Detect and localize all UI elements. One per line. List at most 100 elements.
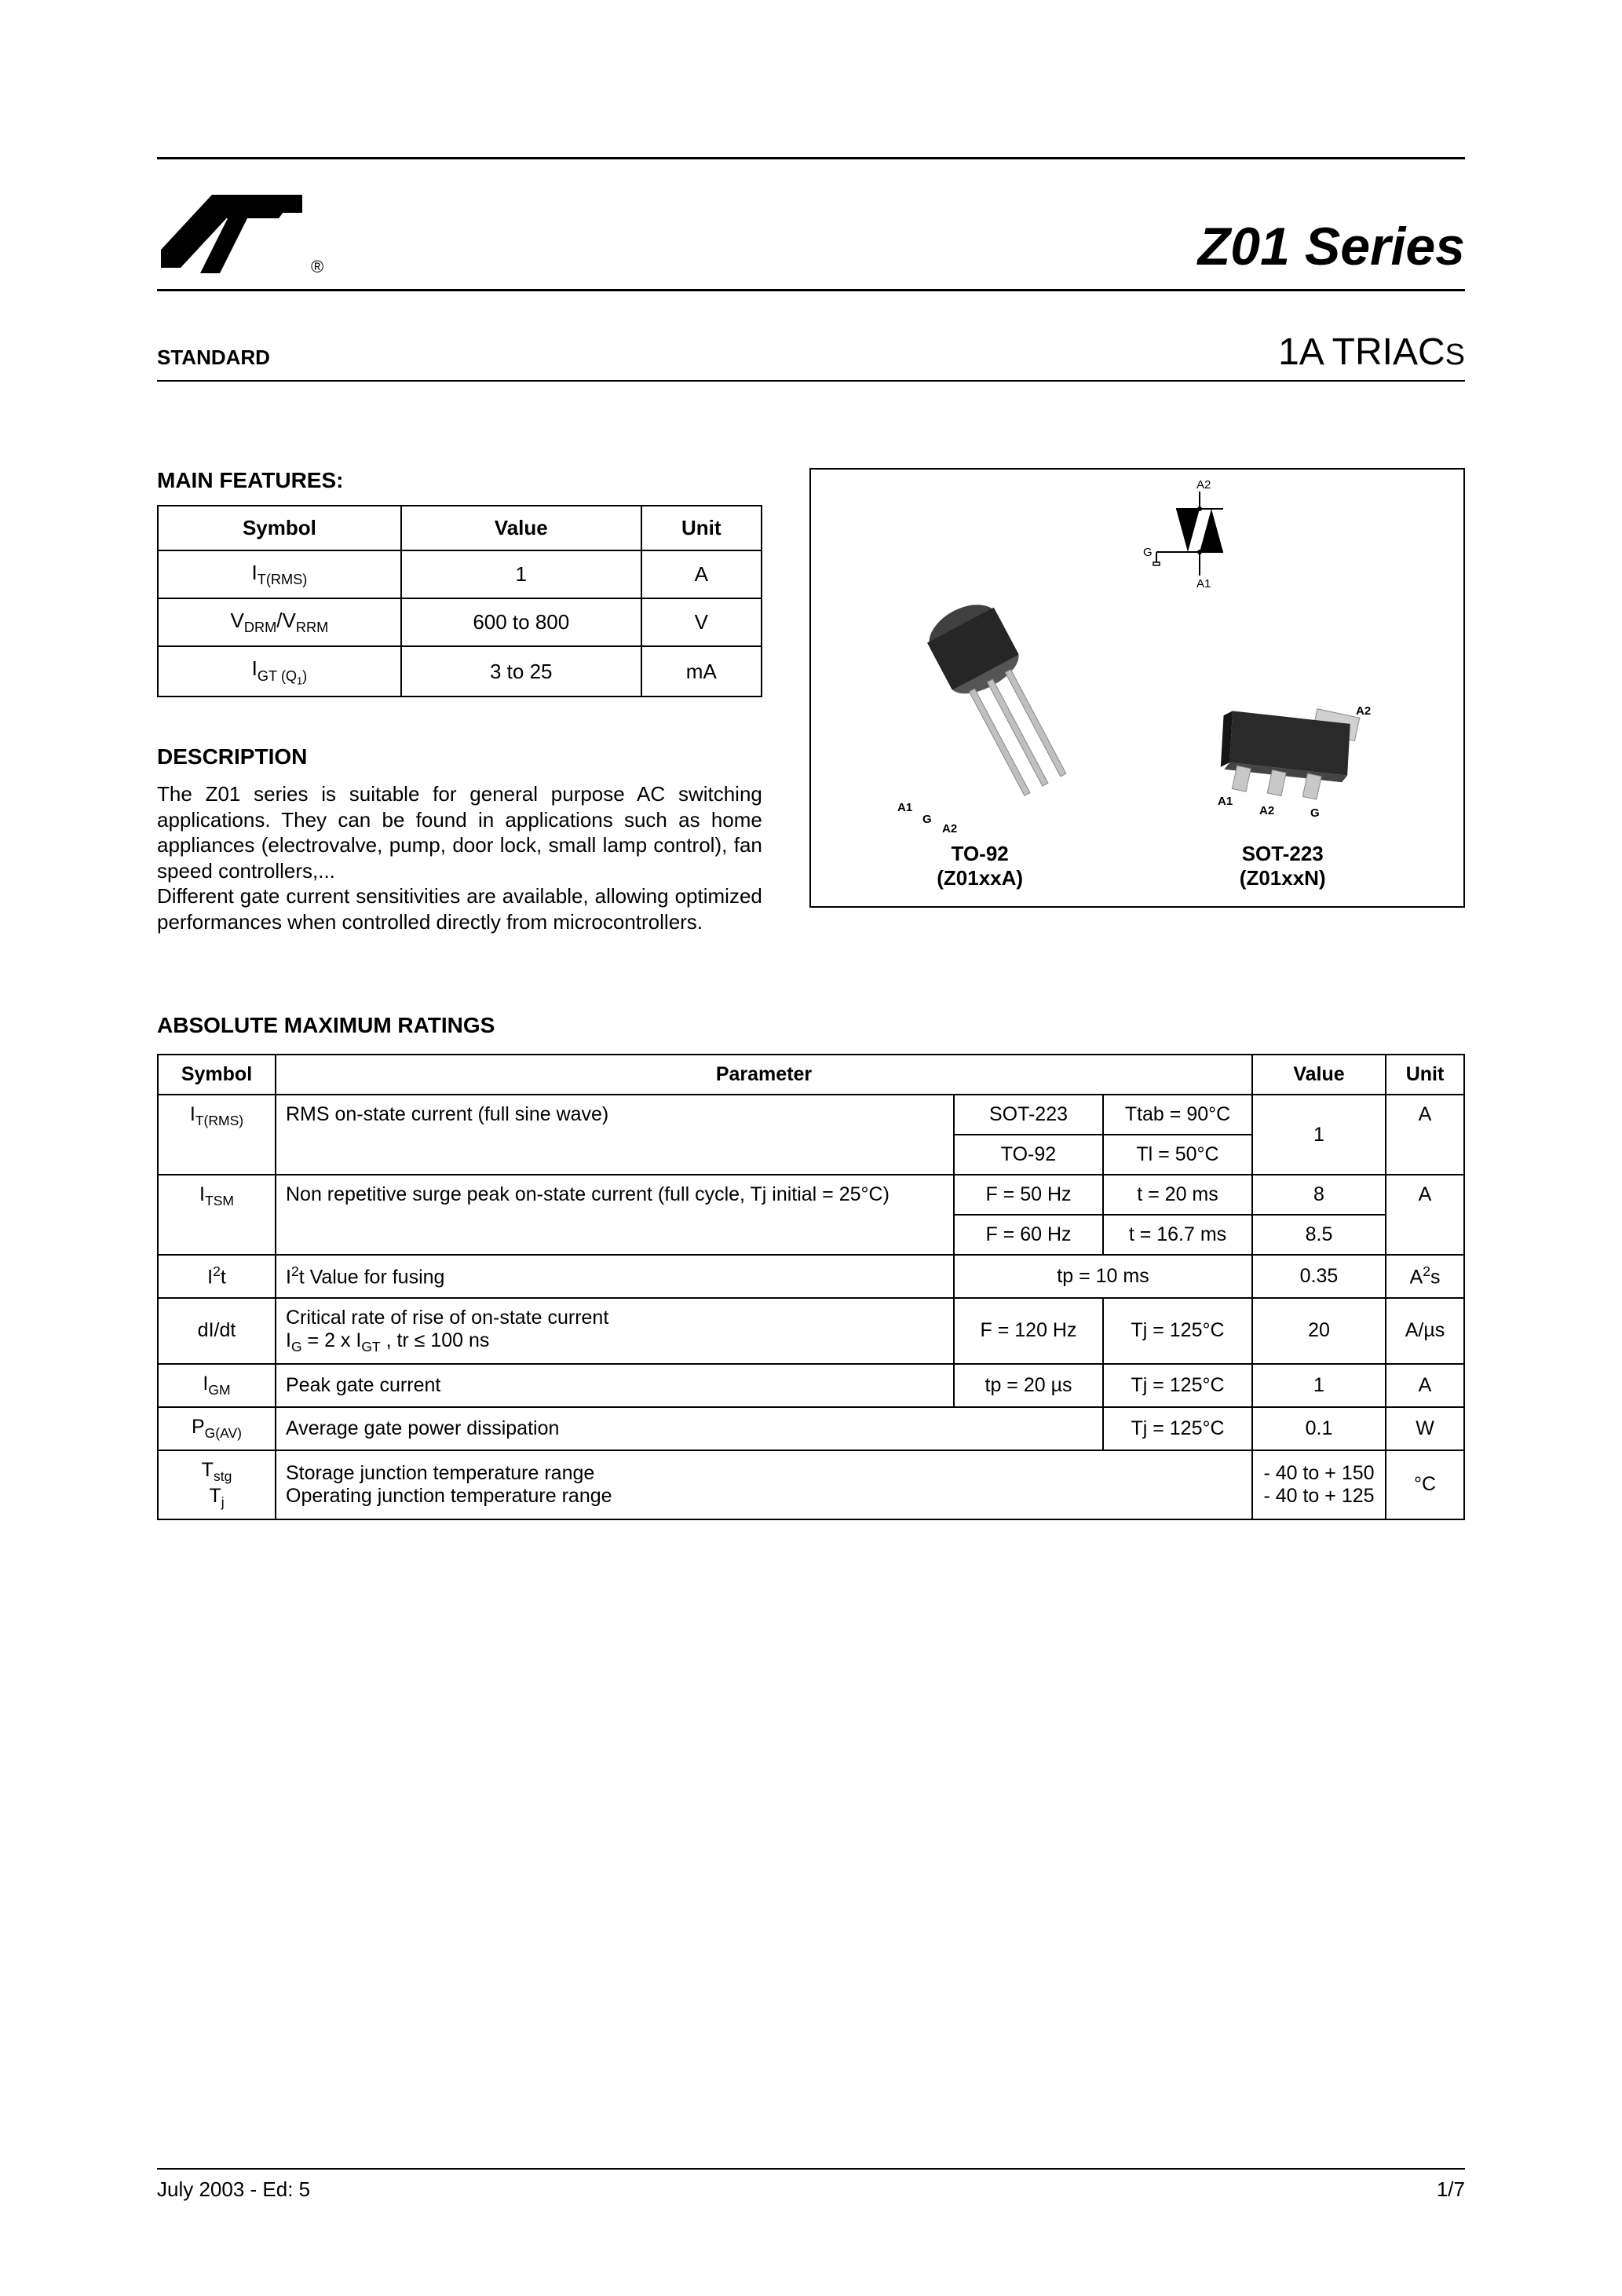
ratings-cell: 1 xyxy=(1252,1364,1386,1407)
sot223-icon: A2 A1 A2 G xyxy=(1185,679,1381,836)
ratings-cell: IGM xyxy=(158,1364,276,1407)
header: ® Z01 Series xyxy=(157,183,1465,277)
ratings-cell: Non repetitive surge peak on-state curre… xyxy=(276,1175,954,1255)
sot223-name: SOT-223 xyxy=(1185,842,1381,866)
feat-cell: 1 xyxy=(401,550,641,598)
ratings-cell: t = 16.7 ms xyxy=(1103,1215,1252,1255)
feat-cell: IT(RMS) xyxy=(158,550,401,598)
st-logo: ® xyxy=(157,183,323,277)
ratings-cell: dI/dt xyxy=(158,1298,276,1364)
ratings-cell: A xyxy=(1386,1095,1464,1175)
ratings-cell: Peak gate current xyxy=(276,1364,954,1407)
standard-label: STANDARD xyxy=(157,345,270,370)
svg-text:G: G xyxy=(1310,806,1320,820)
ratings-cell: A2s xyxy=(1386,1255,1464,1297)
ratings-cell: ITSM xyxy=(158,1175,276,1255)
right-column: A2 A1 G xyxy=(809,468,1465,934)
ratings-section: ABSOLUTE MAXIMUM RATINGS Symbol Paramete… xyxy=(157,1013,1465,1519)
subheader-rule xyxy=(157,380,1465,382)
ratings-col-unit: Unit xyxy=(1386,1055,1464,1095)
ratings-cell: PG(AV) xyxy=(158,1407,276,1450)
ratings-table: Symbol Parameter Value Unit IT(RMS) RMS … xyxy=(157,1054,1465,1519)
ratings-cell: t = 20 ms xyxy=(1103,1175,1252,1215)
ratings-cell: °C xyxy=(1386,1450,1464,1519)
left-column: MAIN FEATURES: Symbol Value Unit IT(RMS)… xyxy=(157,468,762,934)
feat-col-value: Value xyxy=(401,506,641,550)
package-to92: A1 G A2 TO-92 (Z01xxA) xyxy=(893,577,1066,890)
ratings-cell: - 40 to + 150- 40 to + 125 xyxy=(1252,1450,1386,1519)
ratings-col-parameter: Parameter xyxy=(276,1055,1252,1095)
ratings-cell: A xyxy=(1386,1364,1464,1407)
top-columns: MAIN FEATURES: Symbol Value Unit IT(RMS)… xyxy=(157,468,1465,934)
ratings-cell: TstgTj xyxy=(158,1450,276,1519)
feat-cell: mA xyxy=(641,646,762,696)
st-logo-icon xyxy=(157,183,306,277)
ratings-cell: IT(RMS) xyxy=(158,1095,276,1175)
header-rule xyxy=(157,289,1465,291)
ratings-cell: Ttab = 90°C xyxy=(1103,1095,1252,1135)
ratings-cell: tp = 20 µs xyxy=(954,1364,1103,1407)
ratings-cell: F = 50 Hz xyxy=(954,1175,1103,1215)
to92-part: (Z01xxA) xyxy=(893,866,1066,890)
to92-name: TO-92 xyxy=(893,842,1066,866)
feat-col-symbol: Symbol xyxy=(158,506,401,550)
feat-cell: IGT (Q1) xyxy=(158,646,401,696)
ratings-cell: Average gate power dissipation xyxy=(276,1407,1103,1450)
ratings-cell: 8.5 xyxy=(1252,1215,1386,1255)
product-title: Z01 Series xyxy=(1198,216,1465,277)
ratings-col-value: Value xyxy=(1252,1055,1386,1095)
description-heading: DESCRIPTION xyxy=(157,744,762,770)
svg-text:A1: A1 xyxy=(1218,795,1233,808)
ratings-cell: 1 xyxy=(1252,1095,1386,1175)
svg-text:A1: A1 xyxy=(1196,577,1211,590)
footer: July 2003 - Ed: 5 1/7 xyxy=(157,2168,1465,2202)
ratings-cell: 20 xyxy=(1252,1298,1386,1364)
ratings-cell: A/µs xyxy=(1386,1298,1464,1364)
top-rule xyxy=(157,157,1465,159)
svg-text:A2: A2 xyxy=(1196,478,1211,492)
description-para1: The Z01 series is suitable for general p… xyxy=(157,781,762,883)
feat-cell: 600 to 800 xyxy=(401,598,641,646)
svg-text:A2: A2 xyxy=(1356,704,1371,718)
feat-cell: VDRM/VRRM xyxy=(158,598,401,646)
ratings-cell: Tj = 125°C xyxy=(1103,1407,1252,1450)
feat-cell: 3 to 25 xyxy=(401,646,641,696)
ratings-cell: I2t xyxy=(158,1255,276,1297)
svg-text:A2: A2 xyxy=(1259,804,1274,817)
feat-cell: V xyxy=(641,598,762,646)
feat-col-unit: Unit xyxy=(641,506,762,550)
description-para2: Different gate current sensitivities are… xyxy=(157,883,762,934)
ratings-cell: 0.35 xyxy=(1252,1255,1386,1297)
sot223-part: (Z01xxN) xyxy=(1185,866,1381,890)
package-sot223: A2 A1 A2 G SOT-223 (Z01xxN) xyxy=(1185,679,1381,890)
ratings-cell: F = 120 Hz xyxy=(954,1298,1103,1364)
ratings-cell: 8 xyxy=(1252,1175,1386,1215)
feat-cell: A xyxy=(641,550,762,598)
ratings-cell: RMS on-state current (full sine wave) xyxy=(276,1095,954,1175)
to92-icon: A1 G A2 xyxy=(893,577,1066,836)
ratings-heading: ABSOLUTE MAXIMUM RATINGS xyxy=(157,1013,1465,1038)
ratings-cell: tp = 10 ms xyxy=(954,1255,1252,1297)
ratings-cell: TO-92 xyxy=(954,1135,1103,1175)
ratings-cell: I2t Value for fusing xyxy=(276,1255,954,1297)
ratings-cell: F = 60 Hz xyxy=(954,1215,1103,1255)
svg-text:A2: A2 xyxy=(942,822,957,835)
footer-right: 1/7 xyxy=(1437,2177,1465,2202)
package-box: A2 A1 G xyxy=(809,468,1465,908)
registered-mark: ® xyxy=(311,257,323,277)
ratings-col-symbol: Symbol xyxy=(158,1055,276,1095)
svg-text:G: G xyxy=(922,813,932,826)
ratings-cell: W xyxy=(1386,1407,1464,1450)
main-features-table: Symbol Value Unit IT(RMS) 1 A VDRM/VRRM … xyxy=(157,505,762,697)
main-features-heading: MAIN FEATURES: xyxy=(157,468,762,493)
ratings-cell: Tl = 50°C xyxy=(1103,1135,1252,1175)
svg-text:G: G xyxy=(1143,546,1153,559)
ratings-cell: Tj = 125°C xyxy=(1103,1298,1252,1364)
subheader: STANDARD 1A TRIACS xyxy=(157,331,1465,374)
ratings-cell: SOT-223 xyxy=(954,1095,1103,1135)
ratings-cell: Tj = 125°C xyxy=(1103,1364,1252,1407)
subtitle: 1A TRIACS xyxy=(1278,331,1465,374)
triac-schematic-icon: A2 A1 G xyxy=(1121,477,1247,611)
ratings-cell: Critical rate of rise of on-state curren… xyxy=(276,1298,954,1364)
footer-left: July 2003 - Ed: 5 xyxy=(157,2177,310,2202)
